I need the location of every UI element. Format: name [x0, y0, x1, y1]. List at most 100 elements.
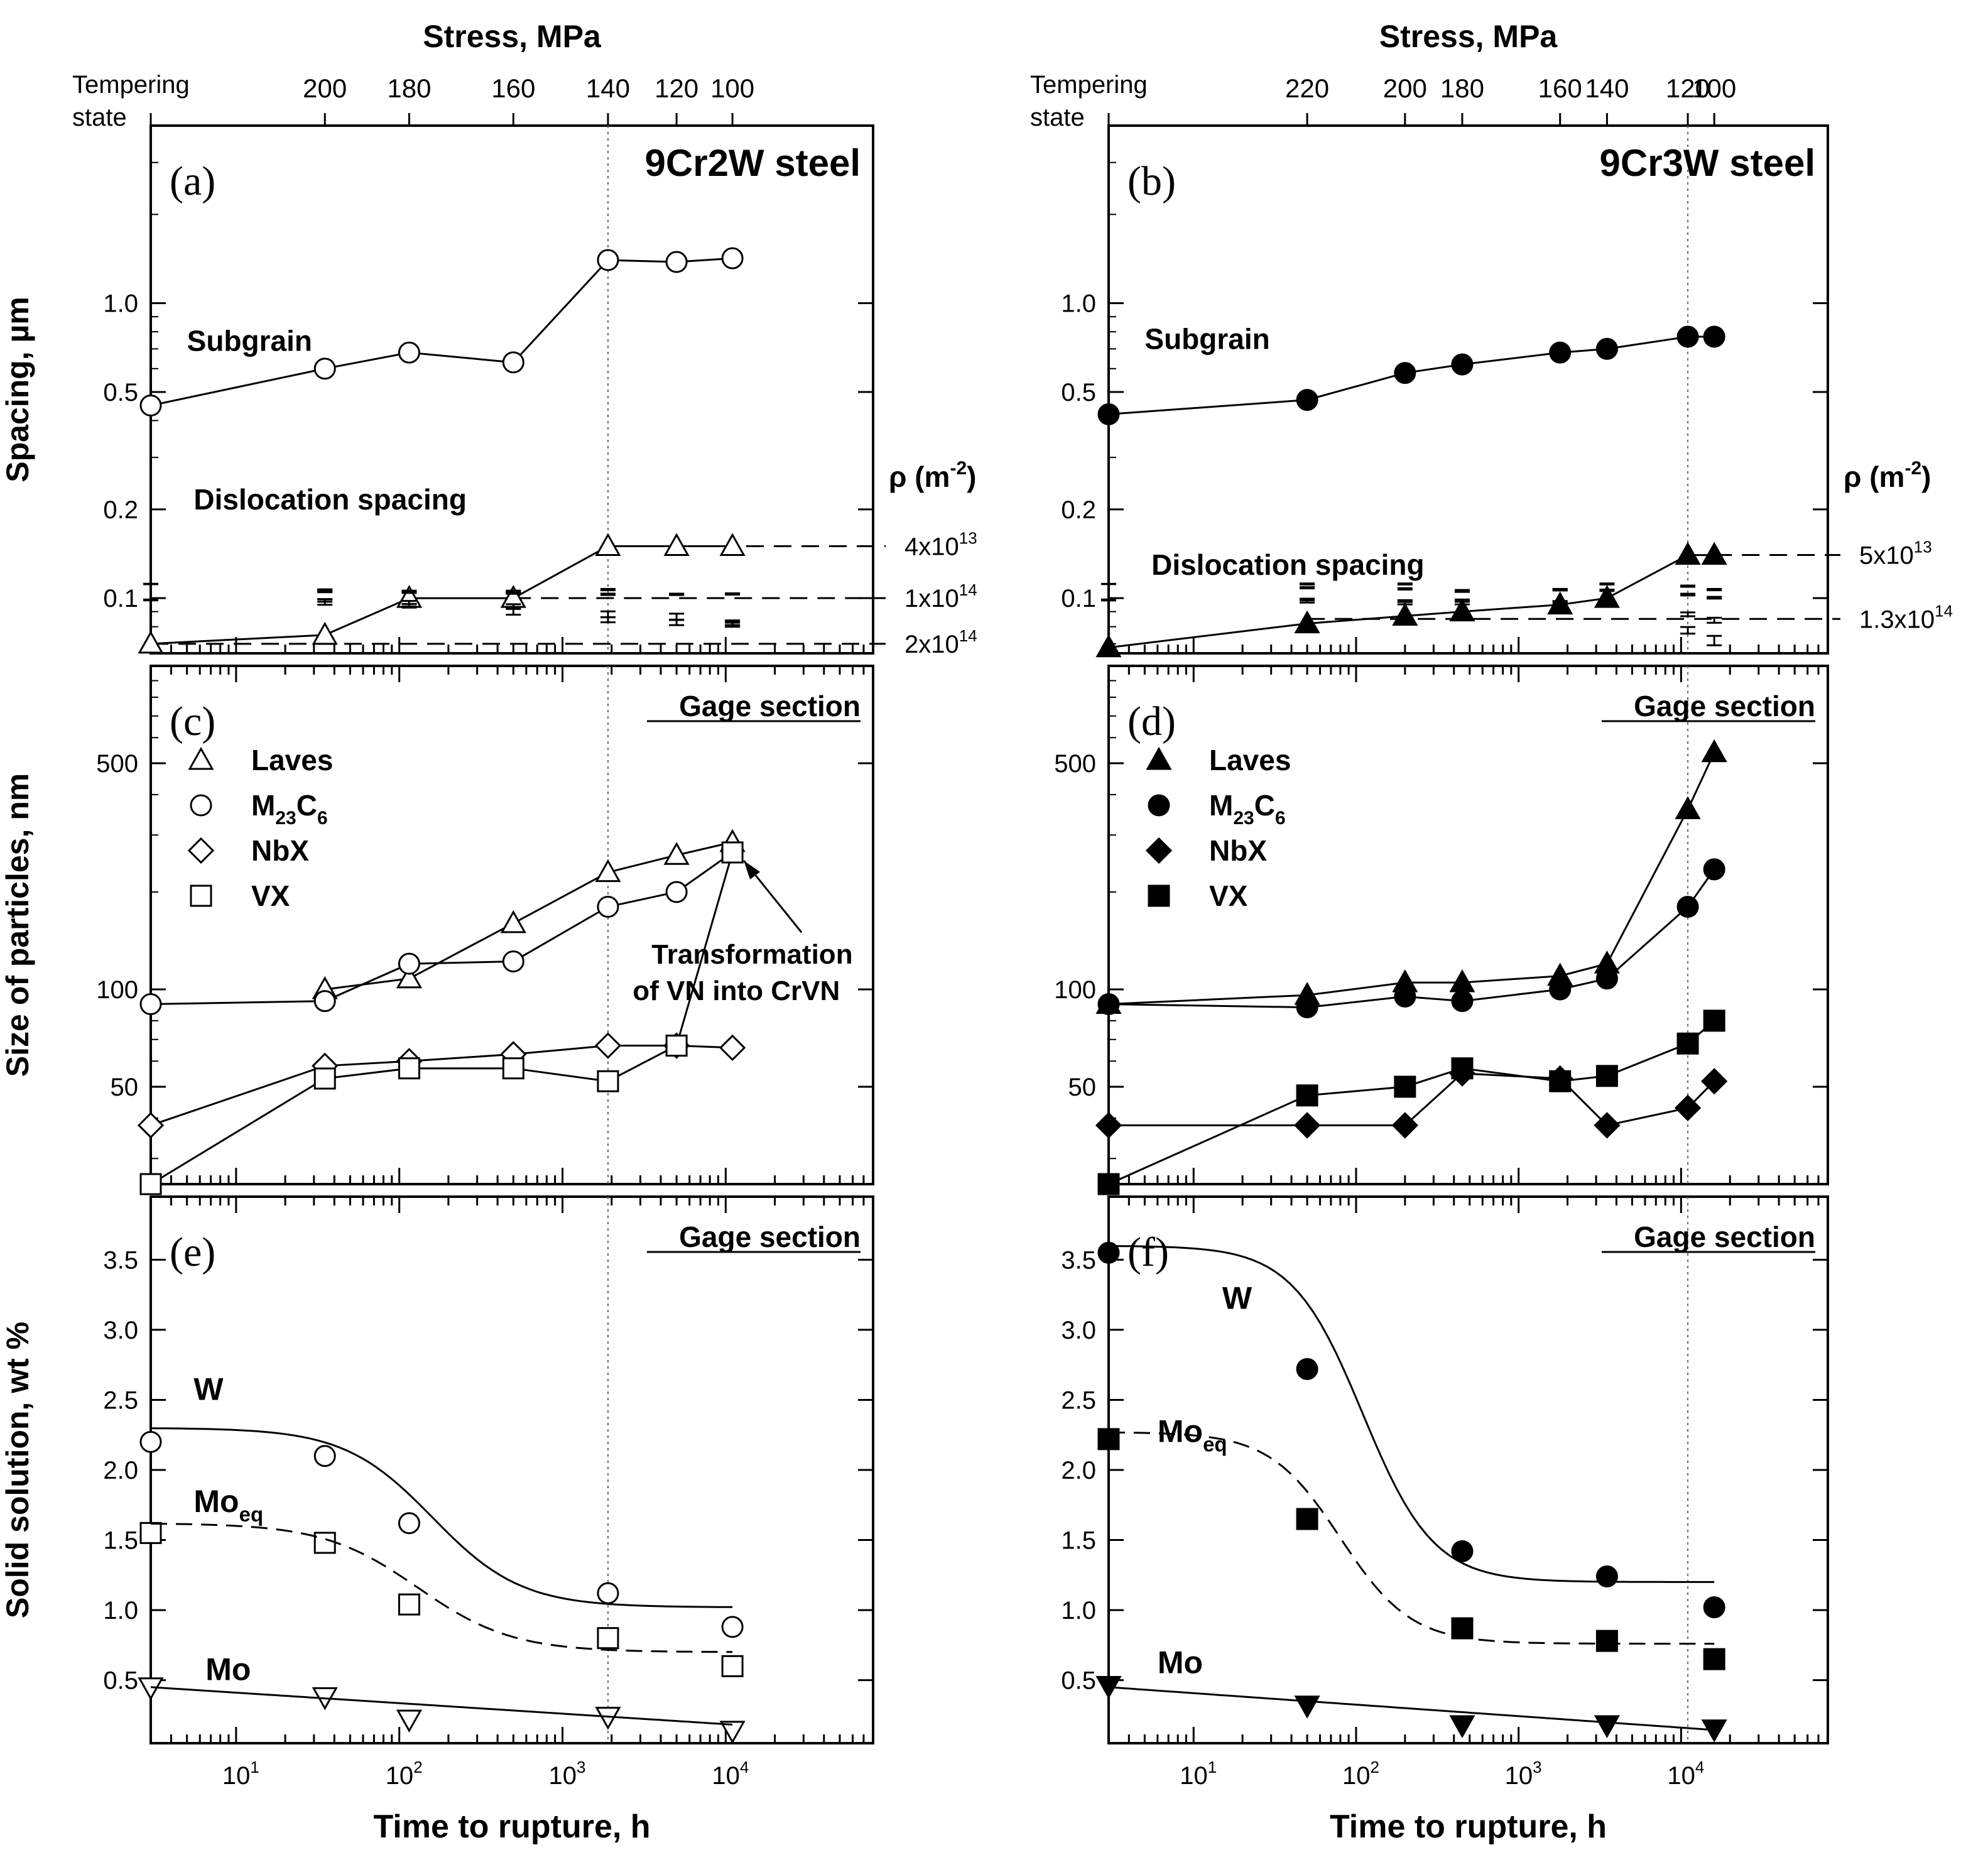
y-axis-label: Spacing, µm	[0, 297, 35, 482]
data-point	[665, 1035, 688, 1057]
data-point	[721, 1655, 744, 1677]
x-tick-label: 103	[1505, 1758, 1542, 1790]
top-tick-label: 120	[655, 73, 698, 103]
data-point	[398, 1057, 420, 1080]
series-d-2	[1095, 582, 1728, 1139]
y-tick-label: 100	[1054, 976, 1096, 1004]
panel-b: 0.1 0.2 0.5 1.0 (b) 9Cr3W steel Stress, MPa Tem…	[1030, 19, 1953, 658]
data-point	[1095, 1112, 1122, 1139]
series-line	[150, 1045, 733, 1126]
section-label: Gage section	[679, 690, 861, 722]
series-d-3	[1097, 586, 1725, 1195]
legend-marker	[1148, 884, 1170, 907]
series-line	[1108, 554, 1715, 649]
data-point	[1296, 389, 1318, 411]
y-axis-label: Solid solution, wt %	[0, 1322, 35, 1618]
series-b-0	[1097, 325, 1725, 426]
density-label: 2x1014	[904, 626, 977, 658]
density-label: 1.3x1014	[1859, 601, 1953, 633]
series-label: W	[193, 1371, 224, 1407]
panel-d: 50 100 500 (d) Gage section Laves M23C6 NbX VX	[1054, 582, 1829, 1195]
data-point	[1451, 353, 1474, 376]
plot-frame-a	[149, 124, 874, 655]
legend-marker	[1145, 837, 1173, 864]
section-label: Gage section	[679, 1221, 861, 1253]
data-point	[597, 1627, 619, 1650]
data-point	[597, 1582, 619, 1604]
fit-w	[150, 1427, 733, 1608]
data-point	[1296, 996, 1318, 1019]
series-c-0	[312, 598, 746, 999]
data-point	[597, 1070, 619, 1092]
top-tick-label: 180	[1440, 73, 1484, 103]
y-tick-label: 3.0	[103, 1317, 138, 1344]
data-point	[1451, 1617, 1474, 1640]
fit-mo	[1108, 1686, 1715, 1731]
density-label: 4x1013	[904, 528, 977, 560]
top-tick-label: 160	[1538, 73, 1582, 103]
x-tick-label: 104	[712, 1758, 749, 1790]
legend-label: VX	[251, 879, 290, 912]
data-point	[597, 249, 619, 271]
data-point	[1675, 796, 1701, 819]
data-point	[313, 1532, 336, 1554]
plot-frame-c	[149, 665, 874, 1185]
annotation-arrowhead	[744, 861, 761, 880]
legend-label: M23C6	[1209, 789, 1286, 829]
y-tick-label: 50	[111, 1074, 139, 1101]
series-line	[325, 841, 733, 991]
data-point	[1294, 1695, 1320, 1719]
data-point	[139, 1521, 162, 1544]
section-label: Gage section	[1634, 1221, 1815, 1253]
data-point	[1549, 1070, 1572, 1092]
data-point	[721, 1616, 744, 1638]
y-tick-label: 0.5	[103, 379, 138, 406]
density-label: 5x1013	[1859, 538, 1932, 570]
data-point	[1293, 1112, 1321, 1139]
data-point	[1097, 1173, 1120, 1195]
series-e-1	[139, 1521, 744, 1677]
top-tick-label: 120	[1666, 73, 1710, 103]
data-point	[663, 842, 690, 865]
data-point	[313, 1067, 336, 1090]
data-point	[396, 1709, 423, 1733]
y-tick-label: 500	[1054, 750, 1096, 778]
series-label: Dislocation spacing	[1151, 548, 1425, 581]
data-point	[594, 1032, 622, 1059]
fit-w	[1108, 1245, 1715, 1583]
y-tick-label: 50	[1068, 1074, 1097, 1101]
density-label: 1x1014	[904, 580, 977, 612]
data-point	[139, 993, 162, 1016]
data-point	[1296, 1358, 1318, 1380]
panel-label: (f)	[1127, 1229, 1169, 1275]
top-tick-label: 140	[586, 73, 630, 103]
data-point	[398, 341, 420, 364]
panel-label: (d)	[1127, 699, 1176, 744]
data-point	[1394, 362, 1416, 384]
legend-marker	[1146, 746, 1172, 770]
legend-label: Laves	[1209, 744, 1291, 776]
fit-mo	[150, 1686, 733, 1726]
series-label: Subgrain	[1144, 322, 1269, 355]
legend-marker	[188, 746, 214, 770]
plot-frame-e	[149, 1195, 874, 1744]
data-point	[1676, 1032, 1699, 1055]
data-point	[721, 841, 744, 864]
plot-frame-b	[1107, 124, 1829, 655]
data-point	[1451, 990, 1474, 1013]
data-point	[665, 251, 688, 273]
y-tick-label: 0.1	[103, 585, 138, 612]
x-tick-label: 101	[222, 1758, 259, 1790]
y-tick-label: 1.5	[103, 1527, 138, 1555]
y-tick-label: 0.5	[103, 1667, 138, 1695]
data-point	[398, 952, 420, 975]
data-point	[1449, 598, 1475, 622]
top-axis-title: Stress, MPa	[423, 19, 602, 54]
data-point	[1595, 1065, 1618, 1087]
y-tick-label: 0.2	[103, 496, 138, 524]
data-point	[312, 621, 338, 645]
data-point	[398, 1512, 420, 1535]
data-point	[1595, 967, 1618, 990]
tempering-label: Tempering	[72, 71, 190, 99]
data-point	[396, 965, 423, 989]
